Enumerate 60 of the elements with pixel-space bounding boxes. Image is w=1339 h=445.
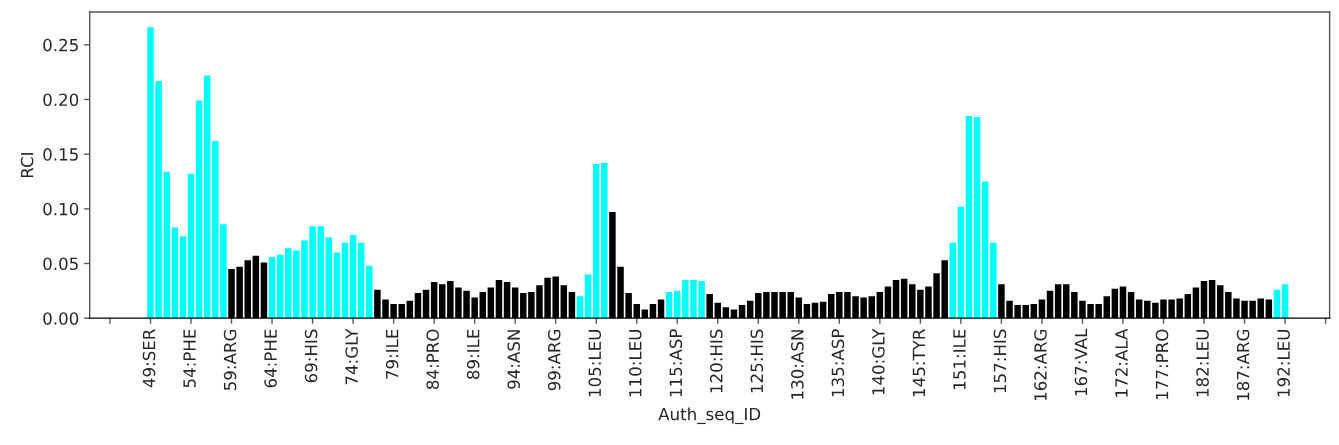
bar — [973, 116, 981, 319]
y-tick-label: 0.00 — [43, 312, 79, 325]
x-tick-label: 172:ALA — [1115, 328, 1128, 397]
x-tick-label: 151:ILE — [953, 329, 966, 389]
bar — [187, 173, 195, 319]
x-tick-label: 64:PHE — [264, 329, 277, 388]
x-tick-label: 120:HIS — [710, 329, 723, 393]
bar — [601, 162, 608, 319]
bar — [366, 265, 373, 319]
x-tick-label: 49:SER — [142, 329, 156, 388]
bar — [325, 237, 333, 319]
x-axis-title: Auth_seq_ID — [658, 407, 761, 425]
x-tick-label: 177:PRO — [1155, 329, 1169, 399]
bar — [1281, 284, 1289, 319]
x-tick-label: 140:GLY — [872, 328, 885, 395]
bar — [949, 242, 957, 319]
x-tick-label: 130:ASN — [791, 330, 804, 399]
x-tick-label: 89:ILE — [466, 329, 480, 380]
x-tick-label: 145:TYR — [912, 329, 926, 397]
x-tick-label: 187:ARG — [1236, 329, 1250, 401]
y-tick-label: 0.05 — [43, 257, 78, 271]
x-tick-label: 79:ILE — [385, 329, 399, 379]
bar — [357, 242, 365, 319]
x-tick-label: 115:ASP — [669, 329, 683, 397]
x-tick-label: 167:VAL — [1074, 328, 1088, 396]
bar — [957, 206, 965, 319]
x-tick-label: 105:LEU — [588, 330, 602, 397]
x-tick-label: 84:PRO — [426, 329, 439, 390]
bar — [268, 256, 276, 319]
x-tick-label: 69:HIS — [304, 329, 318, 383]
bar — [349, 235, 357, 319]
bar — [965, 115, 973, 319]
bar — [584, 274, 592, 319]
bar — [981, 181, 989, 319]
x-tick-label: 74:GLY — [345, 328, 358, 385]
x-tick-label: 54:PHE — [183, 329, 196, 388]
x-tick-label: 192:LEU — [1277, 330, 1290, 397]
y-tick-label: 0.25 — [43, 38, 78, 52]
bar — [195, 100, 203, 319]
bar — [276, 254, 284, 319]
bar — [990, 242, 997, 319]
x-tick-label: 135:ASP — [831, 329, 845, 397]
x-tick-label: 99:ARG — [547, 329, 561, 391]
x-tick-label: 59:ARG — [223, 329, 237, 391]
x-tick-label: 110:LEU — [628, 330, 642, 397]
x-tick-label: 94:ASN — [507, 330, 521, 389]
x-tick-label: 157:HIS — [993, 329, 1007, 393]
x-tick-label: 162:ARG — [1034, 329, 1047, 401]
x-tick-label: 125:HIS — [750, 329, 764, 393]
bar — [179, 236, 187, 319]
bar — [203, 75, 211, 319]
y-tick-label: 0.10 — [43, 202, 79, 216]
y-axis-title: RCI — [20, 153, 34, 178]
bar — [592, 164, 600, 319]
bar — [333, 252, 341, 319]
y-tick-label: 0.20 — [43, 93, 79, 107]
x-tick-label: 182:LEU — [1196, 330, 1209, 397]
bar — [171, 227, 179, 319]
y-tick-label: 0.15 — [43, 148, 78, 161]
bar — [341, 242, 349, 319]
